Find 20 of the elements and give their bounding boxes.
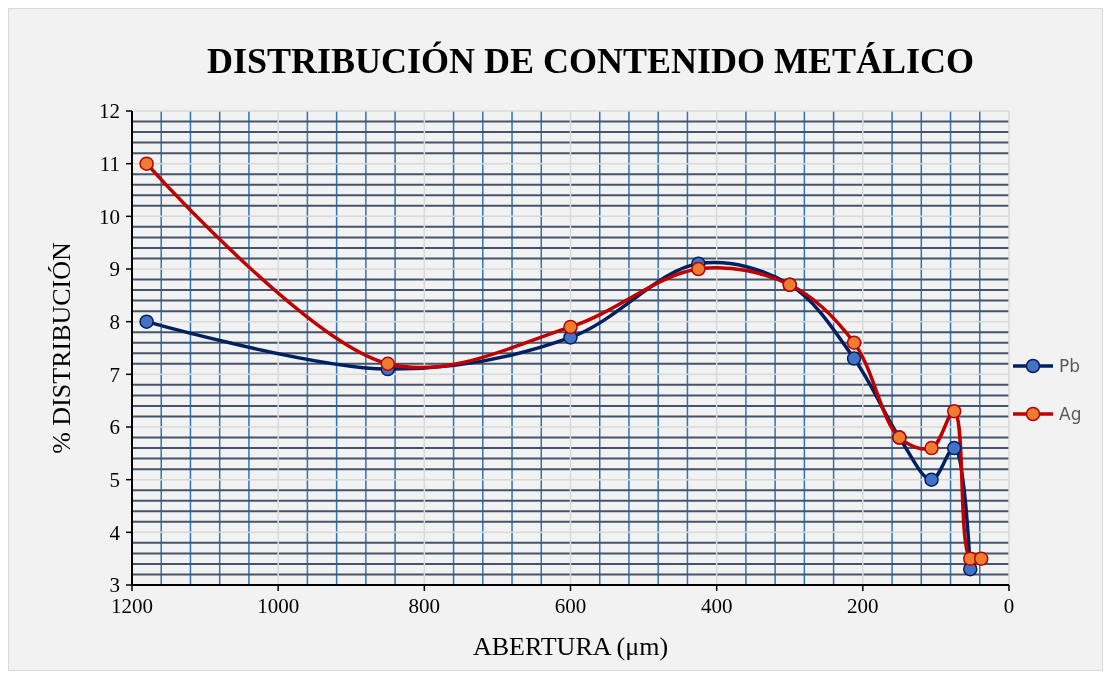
y-tick-label: 7 [109,362,120,387]
x-axis-title: ABERTURA (μm) [472,632,669,661]
y-tick-label: 4 [109,520,121,545]
x-tick-label: 800 [408,594,441,618]
y-tick-label: 5 [109,468,120,493]
y-tick-label: 11 [99,152,120,177]
x-tick-label: 0 [1003,594,1015,618]
legend-label: Ag [1059,403,1082,424]
legend-label: Pb [1059,355,1081,376]
x-tick-label: 600 [554,594,587,618]
y-axis-title: % DISTRIBUCIÓN [47,241,76,454]
y-tick-label: 8 [109,310,120,335]
chart-title: DISTRIBUCIÓN DE CONTENIDO METÁLICO [206,41,975,81]
y-tick-label: 10 [99,204,120,229]
x-tick-label: 200 [847,594,879,618]
y-tick-label: 12 [99,99,120,124]
y-tick-label: 6 [109,415,120,440]
x-tick-label: 1000 [257,594,300,618]
y-tick-label: 9 [109,257,120,282]
x-tick-label: 400 [700,594,733,618]
